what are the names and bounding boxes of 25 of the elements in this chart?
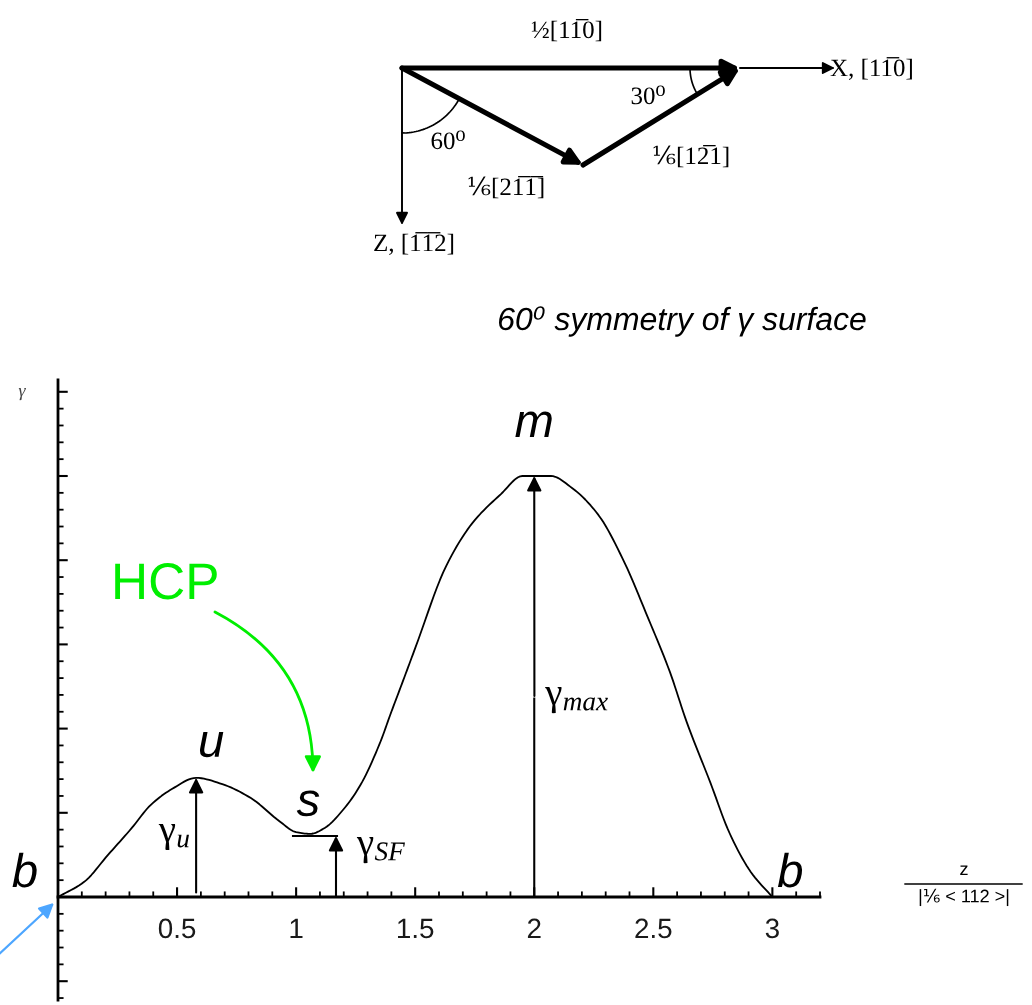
text: ½[11̅0] — [531, 18, 602, 42]
x-tick-label: 2.5 — [635, 918, 672, 939]
y-axis-title: γ — [18, 388, 26, 401]
annotation: HCP — [115, 563, 217, 600]
annotation: m — [515, 411, 552, 437]
annotation: γ$_{max}$ — [545, 687, 608, 714]
annotation: s — [296, 790, 320, 817]
text: z |⅙ < 112 >| — [919, 865, 1009, 907]
x-tick-label: 1.5 — [398, 918, 434, 939]
chart-title: 60⁰ symmetry of γ surface — [498, 306, 866, 337]
x-tick-label: 3 — [765, 918, 779, 939]
annotation: b — [777, 852, 803, 888]
annotation: γ$_{u}$ — [158, 823, 189, 851]
annotation: γ$_{SF}$ — [356, 837, 405, 864]
annotation: u — [199, 731, 224, 758]
annotation: b — [12, 852, 37, 888]
text: 60⁰ — [431, 130, 465, 150]
text: 30⁰ — [631, 85, 665, 105]
text: ⅙[12̅1] — [653, 144, 729, 168]
x-tick-label: 1 — [290, 918, 303, 938]
x-tick-label: 2 — [527, 918, 541, 938]
text: Z, [1̅1̅2] — [374, 232, 454, 255]
text: X, [11̅0] — [830, 57, 912, 80]
x-tick-label: 0.5 — [158, 918, 196, 939]
text: ⅙[21̅1̅] — [468, 175, 544, 199]
